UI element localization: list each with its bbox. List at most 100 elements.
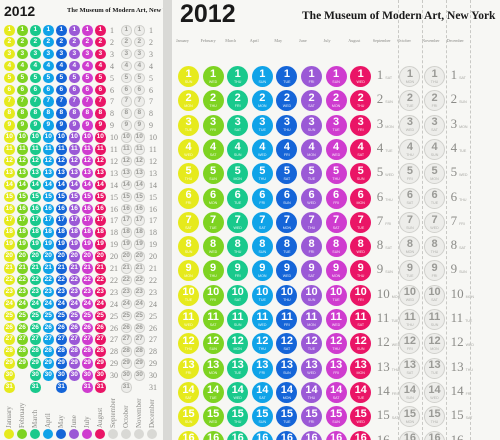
month-header-july: July [323,38,331,43]
day-december-6: 6 [149,86,153,95]
day-number: 12 [280,335,294,347]
month-footer-november: November [135,398,143,428]
day-number: 15 [44,192,52,200]
day-number: 27 [83,335,91,343]
day-number: 15 [135,192,143,200]
day-january-6: 6 [4,84,15,95]
weekday-label: WED [208,79,218,84]
day-number: 5 [85,73,90,81]
day-number: 18 [149,228,157,238]
day-august-5: 5 SUN [350,163,372,185]
day-number: 11 [207,310,219,323]
day-april-22: 22 [43,274,54,286]
day-number: 18 [83,228,91,236]
day-number: 9 [308,262,315,275]
day-number: 3 [98,49,103,57]
day-december-4: 4 [149,62,153,71]
day-november-4: 4 SUN [424,138,445,160]
day-april-7: 7 [43,96,54,107]
day-number: 15 [256,407,269,420]
day-august-23: 23 [95,286,106,298]
weekday-label: SUN [332,249,340,254]
day-number: 5 [46,73,51,81]
day-number: 2 [98,37,103,45]
day-july-20: 20 [82,251,93,262]
day-number: 3 [406,116,413,129]
day-february-2: 2 [17,36,28,48]
day-april-13: 13 FRI [251,357,273,379]
day-august-16: 16 [95,203,106,214]
weekday-label: TUE [234,371,242,376]
day-august-25: 25 [95,310,106,322]
day-number: 1 [450,67,458,82]
day-august-5: 5 [95,72,106,84]
day-number: 16 [329,432,343,440]
day-number: 7 [283,213,290,226]
day-august-29: 29 [95,358,106,369]
weekday-label: SAT [332,395,340,400]
day-october-10: 10 WED [399,284,421,306]
day-october-8: 8 MON [399,236,421,258]
day-number: 3 [376,115,384,131]
day-august-17: 17 [95,215,106,226]
day-september-13: 13 THU [377,360,399,373]
day-january-25: 25 [4,310,15,322]
day-number: 4 [234,140,241,153]
weekday-label: MON [208,371,218,376]
day-june-3: 3 SUN [301,114,322,136]
weekday-label: TUE [357,395,365,400]
day-june-14: 14 THU [301,381,322,403]
day-august-22: 22 [95,274,106,286]
day-number: 27 [31,335,39,343]
day-june-10: 10 SUN [301,284,322,306]
day-april-9: 9 [43,120,54,131]
day-number: 1 [431,67,438,80]
day-april-12: 12 THU [251,333,273,355]
day-number: 14 [256,383,269,396]
day-august-16: 16THU [350,430,372,440]
day-january-18: 18 [4,227,15,238]
day-january-3: 3 [4,48,15,60]
weekday-label: TUE [357,225,365,230]
weekday-label: THU [283,128,291,133]
weekday-label: TUE [283,419,291,424]
day-july-15: 15 [82,191,93,203]
weekday-label: THU [184,176,193,181]
day-july-1: 1 [82,25,93,36]
weekday-label: MON [356,371,365,376]
day-number: 6 [210,189,217,202]
day-december-7: 7 FRI [451,214,465,227]
day-number: 22 [57,275,65,283]
day-march-11: 11 SUN [227,309,249,330]
weekday-label: MON [391,294,401,299]
day-july-5: 5 THU [325,163,347,185]
weekday-label: WED [356,79,365,84]
day-number: 26 [96,323,104,331]
day-august-30: 30 [95,370,106,381]
weekday-label: FRI [406,347,413,351]
day-february-10: 10 FRI [202,284,224,306]
day-february-6: 6 [17,84,28,95]
day-may-10: 10 THU [276,284,298,306]
day-december-8: 8 [149,110,153,118]
day-august-2: 2 THU [350,90,372,112]
day-august-11: 11 [95,144,106,155]
day-number: 24 [57,299,65,307]
day-number: 12 [70,156,78,164]
day-number: 3 [33,49,38,57]
day-number: 6 [7,85,12,93]
day-june-23: 23 [69,286,80,298]
day-number: 1 [110,26,114,35]
day-october-8: 8 [121,108,132,119]
weekday-label: SAT [385,246,393,251]
day-number: 8 [59,109,64,117]
day-november-26: 26 [134,322,145,333]
day-number: 25 [44,311,52,319]
weekday-label: WED [184,322,193,327]
weekday-label: MON [430,176,439,181]
weekday-label: THU [391,367,400,372]
day-march-2: 2 [30,36,41,48]
day-number: 15 [182,407,195,420]
day-february-28: 28 [17,346,28,357]
day-number: 10 [450,285,464,301]
